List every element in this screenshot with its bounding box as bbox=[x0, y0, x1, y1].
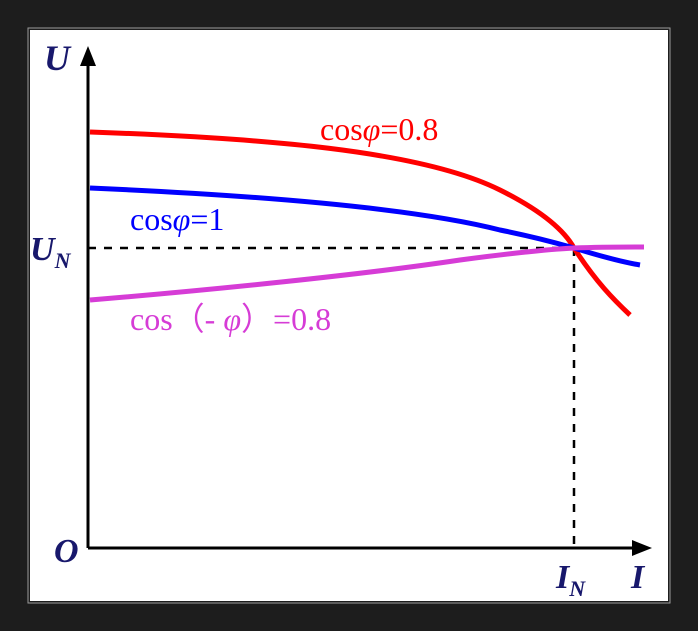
chart-svg: cosφ=0.8cosφ=1cos（- φ）=0.8UIOUNIN bbox=[0, 0, 698, 631]
y-axis-label: U bbox=[44, 38, 72, 78]
curve-label-lagging: cosφ=0.8 bbox=[320, 111, 438, 147]
chart-container: cosφ=0.8cosφ=1cos（- φ）=0.8UIOUNIN bbox=[0, 0, 698, 631]
origin-label: O bbox=[54, 533, 79, 570]
curve-label-leading: cos（- φ）=0.8 bbox=[130, 301, 331, 337]
curve-label-unity: cosφ=1 bbox=[130, 201, 224, 237]
x-axis-label: I bbox=[630, 559, 646, 596]
